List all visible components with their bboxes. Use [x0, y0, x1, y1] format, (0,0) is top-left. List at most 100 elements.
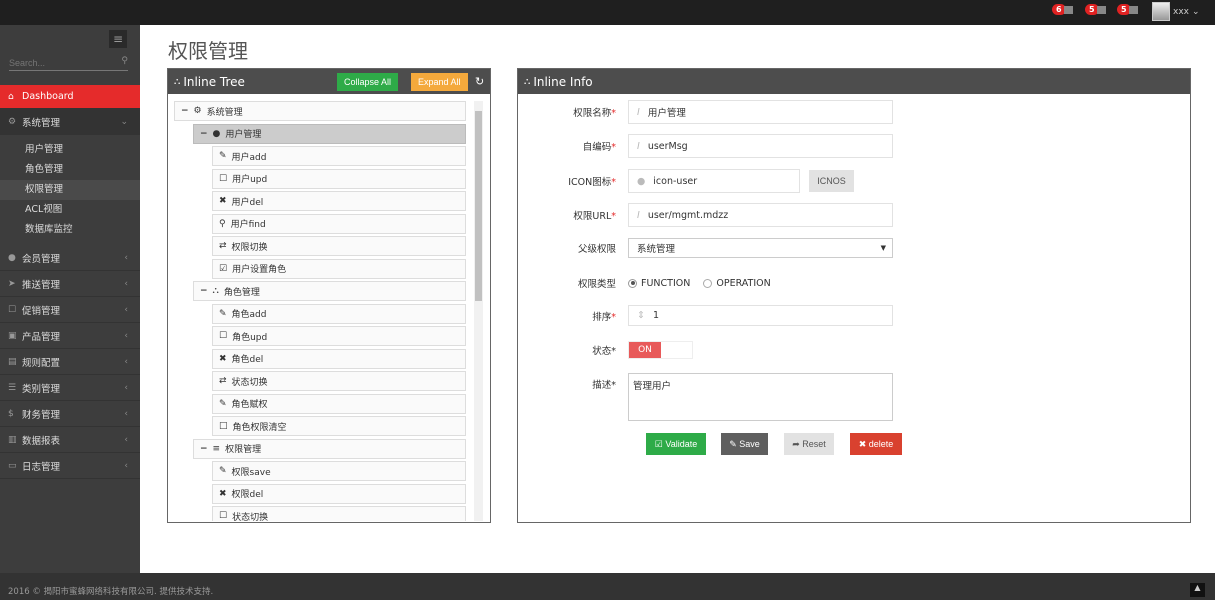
notification-bell[interactable]: 6	[1052, 4, 1073, 15]
collapse-toggle-icon[interactable]: −	[181, 106, 189, 116]
label: Dashboard	[22, 91, 74, 102]
sidebar-item[interactable]: ☐ 促销管理 ‹	[0, 297, 140, 323]
tree-node-label: 状态切换	[231, 377, 268, 388]
tree-node-label: 系统管理	[206, 107, 243, 118]
label: 类别管理	[22, 383, 61, 395]
bars-icon: ≡	[212, 443, 221, 454]
tree-node[interactable]: ✖ 权限del	[212, 483, 466, 504]
sidebar-item[interactable]: ▣ 产品管理 ‹	[0, 323, 140, 349]
parent-select[interactable]: 系统管理 ▼	[628, 238, 893, 258]
tree-node-label: 用户del	[231, 197, 264, 208]
expand-all-button[interactable]: Expand All	[411, 73, 468, 91]
tree-node[interactable]: ⚲ 用户find	[212, 213, 466, 234]
chevron-left-icon: ‹	[124, 252, 128, 263]
sidebar-item-dashboard[interactable]: ⌂ Dashboard	[0, 85, 140, 109]
bell-icon	[1063, 5, 1073, 14]
collapse-toggle-icon[interactable]: −	[200, 443, 208, 454]
folder-icon: ▣	[8, 330, 17, 341]
delete-button[interactable]: ✖ delete	[850, 433, 902, 455]
desc-label: 描述*	[592, 380, 616, 391]
sidebar-item[interactable]: $ 财务管理 ‹	[0, 401, 140, 427]
tree-node[interactable]: ☑ 用户设置角色	[212, 258, 466, 279]
tasks[interactable]: 5	[1117, 4, 1138, 15]
tree-node[interactable]: ✖ 用户del	[212, 191, 466, 211]
collapse-toggle-icon[interactable]: −	[200, 128, 208, 139]
menu-toggle-icon[interactable]: ≡	[109, 30, 127, 48]
sidebar-item[interactable]: ➤ 推送管理 ‹	[0, 271, 140, 297]
tree-node[interactable]: ⇄ 状态切换	[212, 371, 466, 391]
validate-button[interactable]: ☑ Validate	[646, 433, 706, 455]
tree-node[interactable]: − ⚙ 系统管理	[174, 101, 466, 121]
chevron-left-icon: ‹	[124, 304, 128, 315]
user-menu[interactable]: xxx ⌄	[1152, 2, 1200, 21]
tree-node-label: 用户设置角色	[232, 265, 287, 275]
refresh-icon[interactable]: ↻	[475, 75, 485, 88]
icon-field[interactable]: ● icon-user	[628, 169, 800, 193]
label: 产品管理	[22, 331, 61, 343]
tree-node[interactable]: □ 角色权限清空	[212, 416, 466, 436]
chevron-left-icon: ‹	[124, 434, 128, 445]
times-icon: ✖	[219, 488, 227, 499]
sidebar-item[interactable]: ▭ 日志管理 ‹	[0, 453, 140, 479]
sidebar-subitem[interactable]: 角色管理	[25, 164, 64, 175]
sidebar-item[interactable]: ▤ 规则配置 ‹	[0, 349, 140, 375]
reset-button[interactable]: ➦ Reset	[784, 433, 834, 455]
tree-node[interactable]: − ≡ 权限管理	[193, 438, 466, 459]
tree-node[interactable]: ✎ 用户add	[212, 146, 466, 166]
pencil-icon: ✎	[219, 308, 227, 319]
collapse-all-button[interactable]: Collapse All	[337, 73, 399, 91]
sidebar-subitem[interactable]: 数据库监控	[25, 224, 73, 235]
save-button[interactable]: ✎ Save	[721, 433, 768, 455]
radio-function[interactable]: FUNCTION	[628, 278, 690, 289]
inbox[interactable]: 5	[1085, 4, 1106, 15]
tasks-icon	[1128, 5, 1138, 14]
collapse-toggle-icon[interactable]: −	[200, 286, 208, 296]
desc-textarea[interactable]: 管理用户	[628, 373, 893, 421]
tree-node[interactable]: ✎ 权限save	[212, 461, 466, 481]
order-stepper[interactable]: ⇕ 1	[628, 305, 893, 326]
chevron-left-icon: ‹	[124, 382, 128, 393]
tree-node[interactable]: − ● 用户管理	[193, 123, 466, 144]
status-toggle[interactable]: ON	[628, 341, 693, 359]
square-icon: □	[219, 421, 228, 431]
sidebar-subitem[interactable]: 权限管理	[0, 180, 140, 200]
sidebar-item[interactable]: ● 会员管理 ‹	[0, 245, 140, 271]
search-input[interactable]	[9, 56, 109, 70]
tree-node[interactable]: ⇄ 权限切换	[212, 236, 466, 256]
tree-node-label: 权限切换	[231, 242, 268, 253]
name-label: 权限名称*	[573, 108, 616, 119]
tree-node-label: 用户add	[231, 152, 267, 163]
tree-node[interactable]: ✖ 角色del	[212, 348, 466, 369]
order-label: 排序*	[592, 311, 616, 323]
tree-node[interactable]: ☐ 用户upd	[212, 168, 466, 189]
retweet-icon: ⇄	[219, 376, 227, 386]
caret-down-icon: ▼	[880, 244, 886, 252]
radio-operation[interactable]: OPERATION	[703, 278, 771, 289]
sidebar-item-system[interactable]: ⚙ 系统管理 ⌄	[0, 109, 140, 135]
name-field[interactable]: I 用户管理	[628, 100, 893, 124]
type-label: 权限类型	[577, 279, 616, 290]
money-icon: $	[8, 408, 14, 419]
tree-node[interactable]: ✎ 角色add	[212, 303, 466, 324]
sidebar-subitem[interactable]: 用户管理	[25, 144, 64, 155]
sidebar-subitem[interactable]: ACL视图	[25, 204, 63, 215]
scrollbar[interactable]	[474, 101, 483, 521]
tree-node-label: 权限del	[231, 490, 264, 500]
scroll-top-icon[interactable]: ▲	[1190, 583, 1205, 597]
search-icon[interactable]: ⚲	[121, 56, 128, 66]
tree-node-label: 用户管理	[225, 130, 262, 140]
pencil-icon: ✎	[219, 398, 227, 409]
scrollbar-thumb[interactable]	[475, 111, 482, 301]
sidebar-item[interactable]: ▥ 数据报表 ‹	[0, 427, 140, 453]
sidebar-item[interactable]: ☰ 类别管理 ‹	[0, 375, 140, 401]
edit-icon: ☐	[219, 331, 228, 341]
tree-node[interactable]: ☐ 角色upd	[212, 326, 466, 346]
tree-node[interactable]: ✎ 角色赋权	[212, 393, 466, 414]
log-icon: ▭	[8, 460, 17, 471]
tree-node[interactable]: ☐ 状态切换	[212, 506, 466, 521]
tree-node-label: 角色赋权	[231, 400, 268, 410]
icnos-button[interactable]: ICNOS	[809, 170, 854, 192]
tree-node[interactable]: − ⛬ 角色管理	[193, 281, 466, 301]
